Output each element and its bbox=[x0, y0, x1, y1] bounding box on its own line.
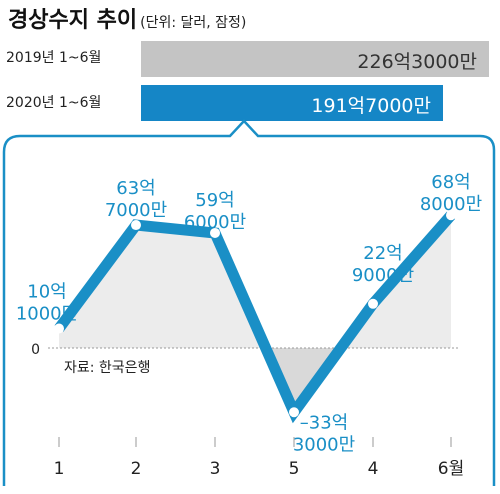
data-point bbox=[131, 220, 141, 231]
data-point bbox=[54, 323, 64, 334]
x-tick-label: 6월 bbox=[438, 459, 464, 479]
chart-header: 경상수지 추이 (단위: 달러, 잠정) bbox=[8, 2, 247, 33]
chart-title: 경상수지 추이 bbox=[8, 8, 138, 33]
bar-2020-value: 191억7000만 bbox=[311, 95, 431, 117]
bar-2019: 226억3000만 bbox=[141, 41, 489, 77]
data-label: 9000만 bbox=[352, 265, 414, 286]
data-label: 59억 bbox=[195, 190, 234, 211]
data-point bbox=[368, 298, 378, 309]
bar-2019-label: 2019년 1~6월 bbox=[6, 50, 102, 66]
x-tick-label: 4 bbox=[368, 459, 379, 479]
data-label: 1000만 bbox=[16, 304, 78, 325]
data-label: 63억 bbox=[116, 178, 155, 199]
area-fill-positive bbox=[59, 215, 451, 348]
data-point bbox=[210, 227, 220, 238]
data-label: –33억 bbox=[300, 412, 348, 433]
data-point bbox=[289, 407, 299, 418]
bar-2019-value: 226억3000만 bbox=[357, 51, 477, 73]
data-label: 7000만 bbox=[105, 200, 167, 221]
x-tick-label: 1 bbox=[54, 459, 65, 479]
data-label: 6000만 bbox=[184, 212, 246, 233]
x-tick-label: 3 bbox=[210, 459, 221, 479]
zero-label: 0 bbox=[31, 342, 40, 358]
x-tick-label: 5 bbox=[289, 459, 300, 479]
data-label: 68억 bbox=[431, 172, 470, 193]
series-line bbox=[54, 211, 456, 424]
data-label: 8000만 bbox=[420, 194, 482, 215]
bar-2020-label: 2020년 1~6월 bbox=[6, 95, 102, 111]
chart-panel-border bbox=[2, 119, 496, 486]
source-note: 자료: 한국은행 bbox=[64, 360, 150, 376]
data-label: 22억 bbox=[363, 243, 402, 264]
bar-2020: 191억7000만 bbox=[141, 85, 443, 121]
chart-unit-note: (단위: 달러, 잠정) bbox=[140, 15, 247, 31]
data-label: 10억 bbox=[27, 282, 66, 303]
data-label: 3000만 bbox=[293, 434, 355, 455]
x-tick-label: 2 bbox=[131, 459, 142, 479]
data-point bbox=[446, 210, 456, 221]
